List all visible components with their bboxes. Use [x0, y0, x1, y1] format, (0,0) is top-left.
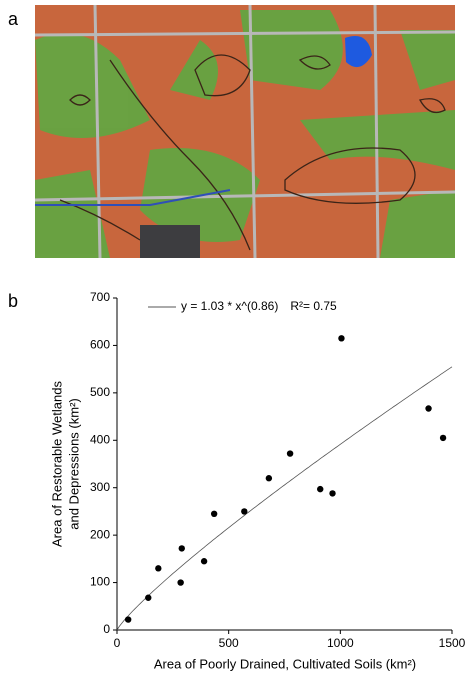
x-tick-label: 0 [114, 636, 121, 650]
y-tick-label: 300 [90, 480, 110, 494]
panel-label: a [8, 9, 19, 29]
y-tick-label: 200 [90, 527, 110, 541]
point [425, 405, 432, 412]
point [439, 434, 447, 442]
x-tick-label: 1500 [439, 636, 466, 650]
point [241, 508, 248, 515]
scatter-chart: Area of Poorly Drained, Cultivated Soils… [49, 381, 416, 672]
point [155, 565, 162, 572]
x-tick-label: 1000 [327, 636, 354, 650]
x-axis-title: Area of Poorly Drained, Cultivated Soils… [154, 656, 416, 671]
y-tick-label: 600 [90, 338, 110, 352]
point [177, 579, 184, 586]
y-tick-label: 400 [90, 432, 110, 446]
point [145, 594, 152, 601]
fit-line [116, 366, 453, 631]
y-axis-title: and Depressions (km²) [66, 398, 81, 530]
point [200, 558, 208, 565]
y-tick-label: 700 [90, 290, 110, 304]
annotation: R²= 0.75 [290, 299, 337, 313]
panel-label: b [8, 291, 18, 311]
y-tick-label: 500 [90, 385, 110, 399]
point [329, 490, 336, 497]
aerial-image [34, 4, 456, 259]
point [317, 485, 324, 493]
point [178, 545, 185, 552]
y-tick-label: 100 [90, 575, 110, 589]
point [210, 510, 218, 517]
y-axis-title: Area of Restorable Wetlands [49, 381, 64, 547]
point [265, 475, 273, 482]
point [338, 335, 345, 342]
x-tick-label: 500 [219, 636, 239, 650]
point [286, 450, 294, 457]
point [124, 616, 132, 623]
y-tick-label: 0 [103, 622, 110, 636]
legend-label: y = 1.03 * x^(0.86) [181, 299, 278, 313]
